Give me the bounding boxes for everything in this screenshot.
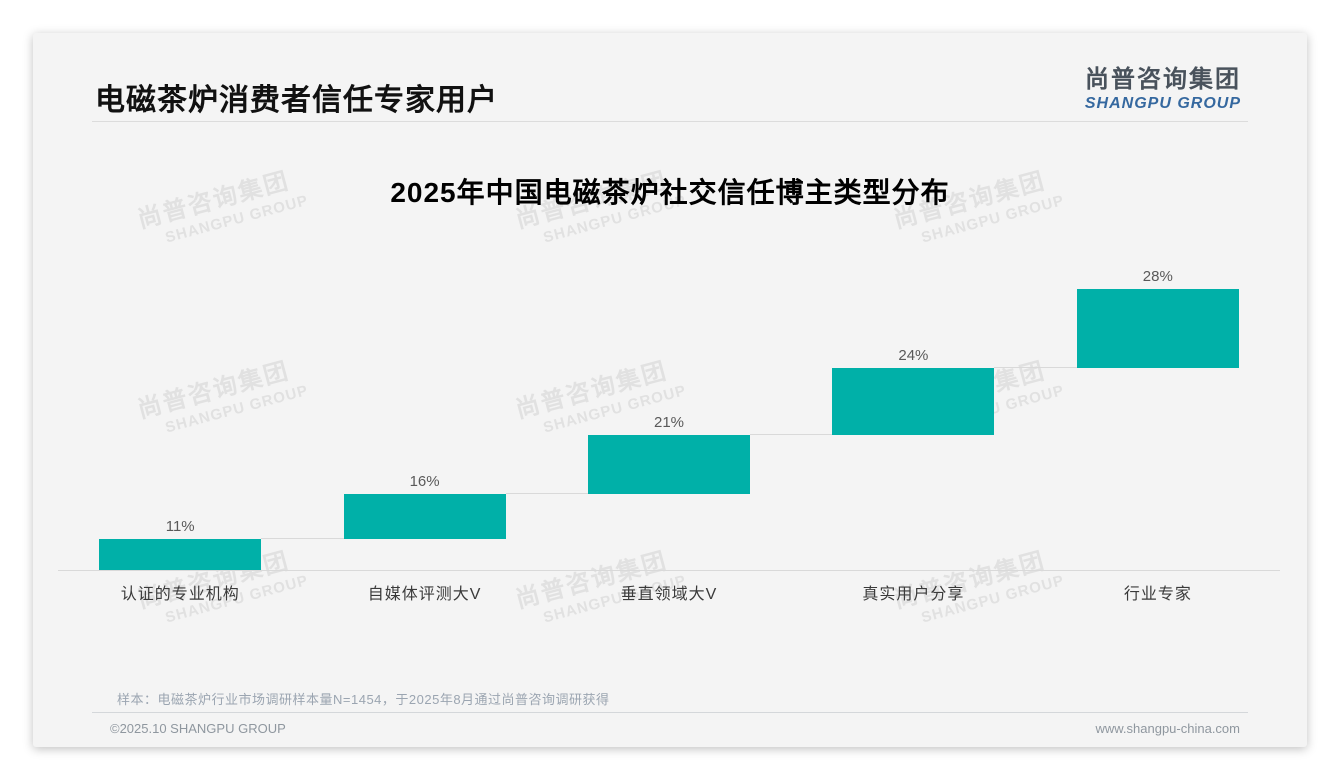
- logo-chinese-text: 尚普咨询集团: [1085, 66, 1241, 93]
- logo-english-text: SHANGPU GROUP: [1084, 95, 1241, 112]
- bar-value-label: 11%: [165, 518, 195, 536]
- page-title: 电磁茶炉消费者信任专家用户: [95, 84, 498, 117]
- bar-value-label: 28%: [1142, 268, 1173, 285]
- category-label: 认证的专业机构: [120, 586, 240, 603]
- bar: [99, 539, 262, 570]
- waterfall-chart: 11% 16% 21% 24% 28%: [58, 268, 1280, 571]
- report-card: 尚普咨询集团 SHANGPU GROUP 尚普咨询集团 SHANGPU GROUP 尚普…: [33, 33, 1307, 747]
- chart-title: 2025年中国电磁茶炉社交信任博主类型分布: [390, 177, 950, 208]
- title-divider: [92, 121, 1248, 122]
- sample-note: 样本：电磁茶炉行业市场调研样本量N=1454，于2025年8月通过尚普咨询调研获…: [117, 692, 610, 707]
- connector-line: [261, 538, 344, 540]
- connector-line: [505, 493, 588, 495]
- category-axis: 认证的专业机构 自媒体评测大V 垂直领域大V 真实用户分享 行业专家: [58, 580, 1280, 604]
- category-label: 真实用户分享: [862, 586, 965, 603]
- connector-line: [750, 434, 833, 436]
- connector-line: [994, 366, 1077, 368]
- copyright-text: ©2025.10 SHANGPU GROUP: [110, 721, 286, 736]
- bar: [343, 494, 506, 540]
- bar: [832, 367, 995, 436]
- bar: [1076, 289, 1239, 368]
- bar-value-label: 16%: [409, 473, 440, 491]
- company-logo: 尚普咨询集团 SHANGPU GROUP: [1085, 59, 1241, 113]
- category-label: 行业专家: [1123, 586, 1192, 603]
- x-axis-line: [58, 570, 1280, 571]
- category-label: 垂直领域大V: [620, 586, 718, 603]
- website-url: www.shangpu-china.com: [1095, 721, 1240, 736]
- bar-value-label: 21%: [653, 414, 685, 432]
- footer-divider: [92, 712, 1248, 713]
- category-label: 自媒体评测大V: [367, 586, 482, 603]
- bar-value-label: 24%: [898, 346, 929, 364]
- bar: [588, 435, 750, 495]
